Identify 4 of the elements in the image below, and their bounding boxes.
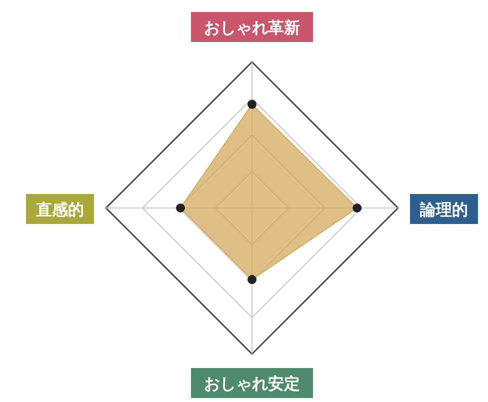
spoke-label: おしゃれ安定 bbox=[204, 374, 300, 393]
spoke-label: おしゃれ革新 bbox=[204, 18, 300, 37]
spoke-label: 論理的 bbox=[419, 200, 468, 219]
spoke-label: 直感的 bbox=[35, 200, 84, 219]
